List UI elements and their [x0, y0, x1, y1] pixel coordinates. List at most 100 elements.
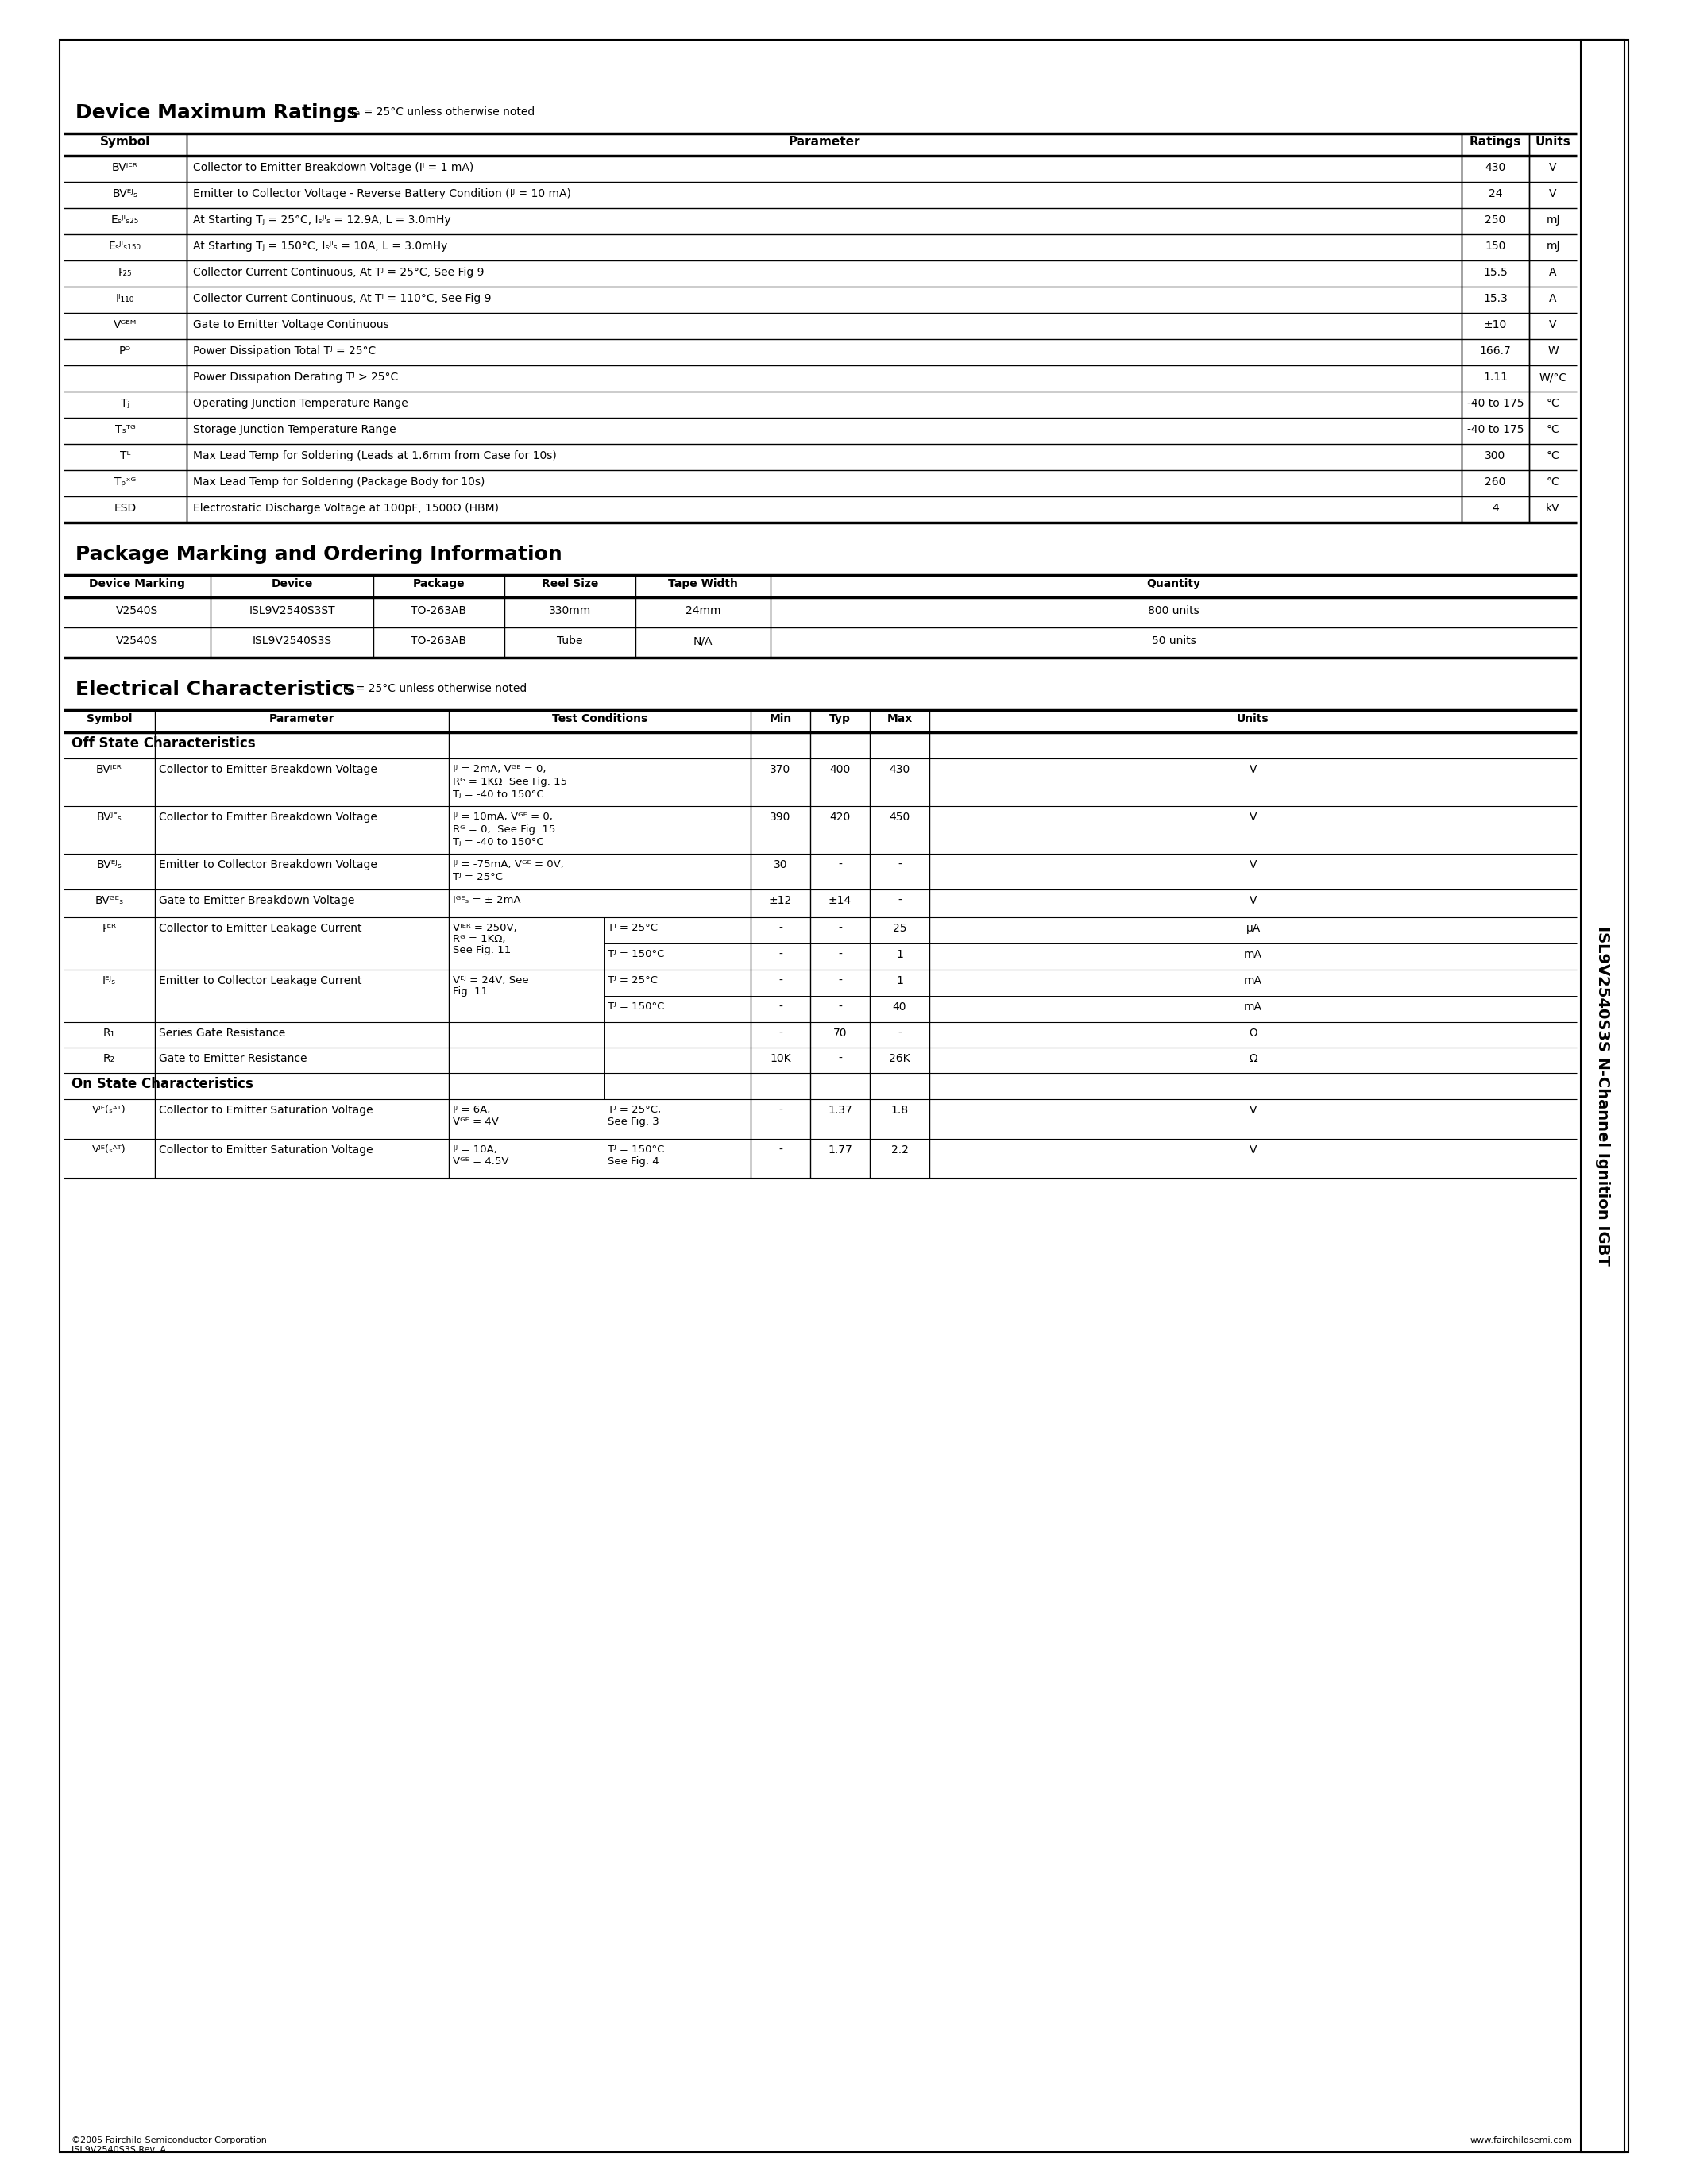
Text: -: -: [898, 858, 901, 871]
Text: Symbol: Symbol: [86, 714, 132, 725]
Text: Vᴶᴱ(ₛᴬᵀ): Vᴶᴱ(ₛᴬᵀ): [93, 1105, 127, 1116]
Text: °C: °C: [1546, 450, 1560, 461]
Text: Iᴶ₂₅: Iᴶ₂₅: [118, 266, 132, 277]
Text: Tᴶ = 150°C: Tᴶ = 150°C: [608, 1144, 665, 1155]
Text: 430: 430: [1485, 162, 1506, 173]
Text: Collector to Emitter Saturation Voltage: Collector to Emitter Saturation Voltage: [159, 1105, 373, 1116]
Text: Storage Junction Temperature Range: Storage Junction Temperature Range: [192, 424, 397, 435]
Text: Symbol: Symbol: [100, 135, 150, 149]
Text: Iᴶ = 2mA, Vᴳᴱ = 0,: Iᴶ = 2mA, Vᴳᴱ = 0,: [452, 764, 547, 775]
Text: Tᴶ = 150°C: Tᴶ = 150°C: [608, 1002, 665, 1011]
Text: 15.5: 15.5: [1484, 266, 1507, 277]
Text: ESD: ESD: [113, 502, 137, 513]
Text: Tₚˣᴳ: Tₚˣᴳ: [115, 476, 137, 487]
Text: -: -: [837, 1002, 842, 1013]
Text: 400: 400: [829, 764, 851, 775]
Text: 4: 4: [1492, 502, 1499, 513]
Text: Eₛᴶᴵₛ₂₅: Eₛᴶᴵₛ₂₅: [111, 214, 138, 225]
Text: 1.11: 1.11: [1484, 371, 1507, 382]
Text: Tᴶ = 25°C: Tᴶ = 25°C: [608, 924, 658, 933]
Text: Device: Device: [272, 579, 312, 590]
Text: -: -: [778, 976, 783, 987]
Text: V: V: [1249, 764, 1258, 775]
Text: ±10: ±10: [1484, 319, 1507, 330]
Text: Collector Current Continuous, At Tᴶ = 25°C, See Fig 9: Collector Current Continuous, At Tᴶ = 25…: [192, 266, 484, 277]
Text: At Starting Tⱼ = 150°C, Iₛᴶᴵₛ = 10A, L = 3.0mHy: At Starting Tⱼ = 150°C, Iₛᴶᴵₛ = 10A, L =…: [192, 240, 447, 251]
Text: kV: kV: [1546, 502, 1560, 513]
Text: V: V: [1550, 319, 1556, 330]
Text: mJ: mJ: [1546, 240, 1560, 251]
Text: Collector to Emitter Breakdown Voltage (Iᴶ = 1 mA): Collector to Emitter Breakdown Voltage (…: [192, 162, 474, 173]
Text: -40 to 175: -40 to 175: [1467, 397, 1524, 408]
Text: 24: 24: [1489, 188, 1502, 199]
Text: Units: Units: [1237, 714, 1269, 725]
Text: Iᴳᴱₛ = ± 2mA: Iᴳᴱₛ = ± 2mA: [452, 895, 522, 906]
Text: Device Marking: Device Marking: [89, 579, 186, 590]
Text: Collector Current Continuous, At Tᴶ = 110°C, See Fig 9: Collector Current Continuous, At Tᴶ = 11…: [192, 293, 491, 304]
Text: BVᴳᴱₛ: BVᴳᴱₛ: [95, 895, 123, 906]
Text: R₂: R₂: [103, 1053, 115, 1064]
Text: 2.2: 2.2: [891, 1144, 908, 1155]
Bar: [1580, 39, 1624, 2151]
Text: -40 to 175: -40 to 175: [1467, 424, 1524, 435]
Text: Collector to Emitter Breakdown Voltage: Collector to Emitter Breakdown Voltage: [159, 764, 376, 775]
Text: TO-263AB: TO-263AB: [412, 636, 466, 646]
Text: Iᴶᴱᴿ: Iᴶᴱᴿ: [101, 924, 116, 935]
Text: Reel Size: Reel Size: [542, 579, 598, 590]
Text: Iᴶ₁₁₀: Iᴶ₁₁₀: [116, 293, 135, 304]
Text: 1.37: 1.37: [827, 1105, 852, 1116]
Text: Ratings: Ratings: [1470, 135, 1521, 149]
Text: A: A: [1550, 293, 1556, 304]
Text: 390: 390: [770, 812, 792, 823]
Text: °C: °C: [1546, 397, 1560, 408]
Text: BVᴱᴶₛ: BVᴱᴶₛ: [96, 858, 122, 871]
Text: Parameter: Parameter: [268, 714, 334, 725]
Text: -: -: [778, 1029, 783, 1040]
Text: BVᴱᴶₛ: BVᴱᴶₛ: [113, 188, 138, 199]
Text: -: -: [778, 924, 783, 935]
Text: ±12: ±12: [768, 895, 792, 906]
Text: Vᴱᴶ = 24V, See: Vᴱᴶ = 24V, See: [452, 976, 528, 985]
Text: Emitter to Collector Leakage Current: Emitter to Collector Leakage Current: [159, 976, 361, 987]
Text: 24mm: 24mm: [685, 605, 721, 616]
Text: V2540S: V2540S: [116, 636, 159, 646]
Text: Package Marking and Ordering Information: Package Marking and Ordering Information: [76, 544, 562, 563]
Text: Emitter to Collector Breakdown Voltage: Emitter to Collector Breakdown Voltage: [159, 858, 376, 871]
Text: Pᴰ: Pᴰ: [120, 345, 132, 356]
Text: Min: Min: [770, 714, 792, 725]
Text: °C: °C: [1546, 476, 1560, 487]
Text: -: -: [778, 1144, 783, 1155]
Text: V: V: [1249, 812, 1258, 823]
Text: Power Dissipation Total Tᴶ = 25°C: Power Dissipation Total Tᴶ = 25°C: [192, 345, 376, 356]
Text: Electrostatic Discharge Voltage at 100pF, 1500Ω (HBM): Electrostatic Discharge Voltage at 100pF…: [192, 502, 500, 513]
Text: 150: 150: [1485, 240, 1506, 251]
Text: Max Lead Temp for Soldering (Leads at 1.6mm from Case for 10s): Max Lead Temp for Soldering (Leads at 1.…: [192, 450, 557, 461]
Text: Tⱼ = -40 to 150°C: Tⱼ = -40 to 150°C: [452, 788, 544, 799]
Text: Units: Units: [1534, 135, 1572, 149]
Text: Off State Characteristics: Off State Characteristics: [71, 736, 255, 751]
Text: On State Characteristics: On State Characteristics: [71, 1077, 253, 1092]
Text: Package: Package: [414, 579, 464, 590]
Text: Tₐ = 25°C unless otherwise noted: Tₐ = 25°C unless otherwise noted: [346, 107, 535, 118]
Text: 40: 40: [893, 1002, 906, 1013]
Text: 800 units: 800 units: [1148, 605, 1200, 616]
Text: Collector to Emitter Saturation Voltage: Collector to Emitter Saturation Voltage: [159, 1144, 373, 1155]
Text: 300: 300: [1485, 450, 1506, 461]
Text: °C: °C: [1546, 424, 1560, 435]
Text: Iᴶ = 6A,: Iᴶ = 6A,: [452, 1105, 491, 1116]
Text: Gate to Emitter Resistance: Gate to Emitter Resistance: [159, 1053, 307, 1064]
Text: R₁: R₁: [103, 1029, 115, 1040]
Text: 70: 70: [834, 1029, 847, 1040]
Text: 50 units: 50 units: [1151, 636, 1195, 646]
Text: 260: 260: [1485, 476, 1506, 487]
Text: Tₐ = 25°C unless otherwise noted: Tₐ = 25°C unless otherwise noted: [338, 684, 527, 695]
Text: 420: 420: [829, 812, 851, 823]
Text: Vᴳᴱ = 4V: Vᴳᴱ = 4V: [452, 1116, 498, 1127]
Text: Device Maximum Ratings: Device Maximum Ratings: [76, 103, 358, 122]
Text: ISL9V2540S3S N-Channel Ignition IGBT: ISL9V2540S3S N-Channel Ignition IGBT: [1595, 926, 1610, 1267]
Text: 26K: 26K: [890, 1053, 910, 1064]
Text: Vᴳᴱ = 4.5V: Vᴳᴱ = 4.5V: [452, 1155, 508, 1166]
Text: Tᴶ = 25°C: Tᴶ = 25°C: [608, 976, 658, 985]
Text: Ω: Ω: [1249, 1053, 1258, 1064]
Text: 30: 30: [773, 858, 787, 871]
